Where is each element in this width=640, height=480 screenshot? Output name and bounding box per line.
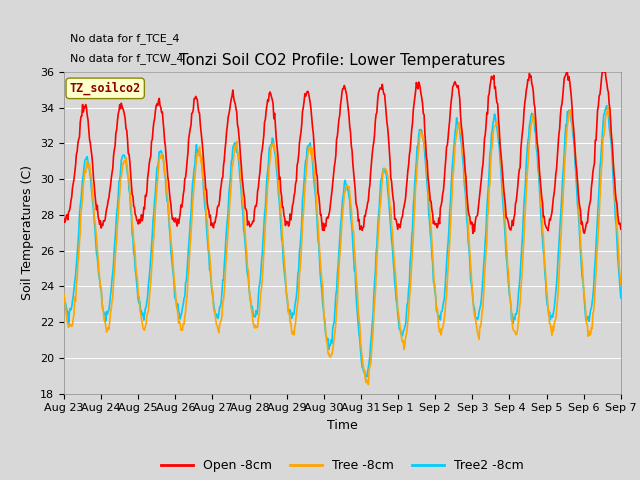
Title: Tonzi Soil CO2 Profile: Lower Temperatures: Tonzi Soil CO2 Profile: Lower Temperatur… [179, 53, 506, 68]
Y-axis label: Soil Temperatures (C): Soil Temperatures (C) [22, 165, 35, 300]
Text: No data for f_TCE_4: No data for f_TCE_4 [70, 34, 179, 44]
X-axis label: Time: Time [327, 419, 358, 432]
Legend: Open -8cm, Tree -8cm, Tree2 -8cm: Open -8cm, Tree -8cm, Tree2 -8cm [156, 455, 529, 478]
Text: TZ_soilco2: TZ_soilco2 [70, 82, 141, 95]
Text: No data for f_TCW_4: No data for f_TCW_4 [70, 53, 183, 64]
